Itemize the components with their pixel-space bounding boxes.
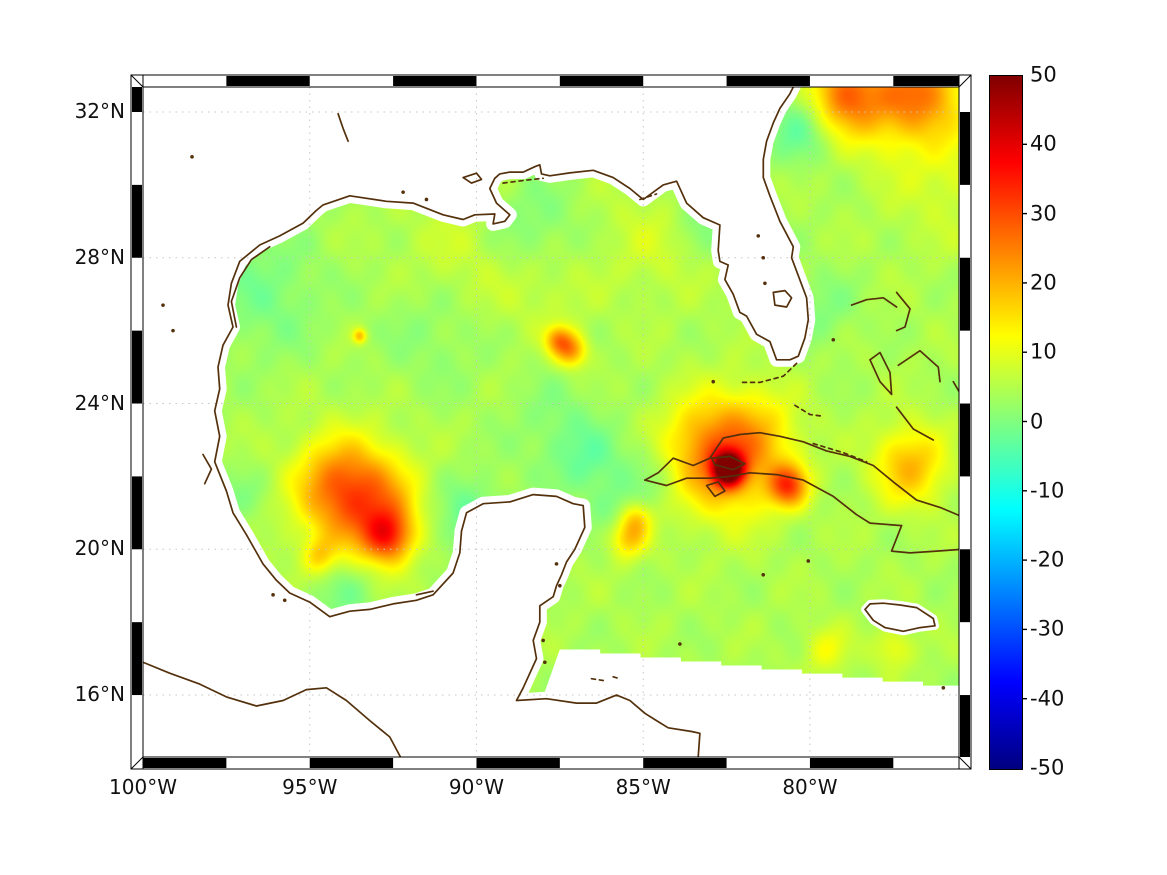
frame-segment xyxy=(226,76,310,86)
coastline-andros xyxy=(869,351,893,396)
islet-dot xyxy=(161,303,165,307)
coastline-long-island xyxy=(952,380,959,394)
coastline-cuba-north xyxy=(644,431,959,517)
y-tick-label: 24°N xyxy=(74,390,125,415)
coastline-sabana-cays xyxy=(812,442,868,463)
colorbar-tick-label: 0 xyxy=(1030,409,1044,434)
colorbar-tick-label: -10 xyxy=(1030,478,1065,503)
frame-segment xyxy=(132,87,142,112)
islet-dot xyxy=(424,197,429,202)
colorbar-tick-label: -40 xyxy=(1030,686,1065,711)
coastline-mainland xyxy=(213,87,810,757)
islet-dot xyxy=(756,234,761,238)
coastline-eleuthera xyxy=(897,349,941,383)
frame-segment xyxy=(893,76,959,86)
islet-dot xyxy=(941,685,946,690)
coastlines xyxy=(143,87,959,757)
coastline-jamaica xyxy=(864,602,936,633)
frame-corner-miter xyxy=(130,756,144,770)
frame-segment xyxy=(559,76,644,86)
y-tick-label: 32°N xyxy=(74,98,125,123)
frame-segment xyxy=(132,184,142,258)
x-tick-label: 95°W xyxy=(282,775,338,799)
frame-segment xyxy=(960,549,970,623)
frame-segment xyxy=(809,758,894,768)
coastline-honduras-bay-islands xyxy=(590,677,605,682)
coastline-cuba-south xyxy=(644,471,959,554)
colorbar-tick-label: 30 xyxy=(1030,201,1057,226)
x-tick-label: 80°W xyxy=(782,775,838,799)
frame-segment xyxy=(960,257,970,331)
islet-dot xyxy=(541,638,545,643)
frame-segment xyxy=(309,758,394,768)
outline-lake-okeechobee xyxy=(772,289,793,308)
outline-lake-pontchartrain xyxy=(462,172,483,184)
x-tick-label: 100°W xyxy=(109,775,177,799)
colorbar-tick-label: 50 xyxy=(1030,62,1057,87)
x-tick-label: 90°W xyxy=(448,775,505,799)
frame-segment xyxy=(960,111,970,185)
islet-dot xyxy=(543,660,547,665)
islet-dot xyxy=(831,337,836,342)
colorbar xyxy=(989,75,1023,770)
islet-dot xyxy=(190,155,194,159)
frame-segment xyxy=(726,76,810,86)
y-tick-label: 20°N xyxy=(74,536,125,561)
x-tick-label: 85°W xyxy=(615,775,671,799)
coastline-ragged-cays xyxy=(895,406,935,441)
islet-dot xyxy=(763,281,767,286)
frame-segment xyxy=(132,476,142,550)
colorbar-tick-label: 10 xyxy=(1030,339,1057,364)
frame-segment xyxy=(960,403,970,477)
coastline-cay-sal-bank xyxy=(794,404,825,418)
frame-segment xyxy=(132,330,142,404)
coastline-apalachicola-barrier xyxy=(639,193,658,201)
y-tick-label: 28°N xyxy=(74,244,125,269)
coastline-tampico-lagoon xyxy=(202,453,213,485)
islet-dot xyxy=(678,642,682,646)
colorbar-tick-label: -30 xyxy=(1030,616,1065,641)
islet-dot xyxy=(271,593,275,597)
coastline-abaco xyxy=(895,291,911,332)
coastline-grand-bahama xyxy=(850,296,898,308)
islet-dot xyxy=(761,255,766,260)
frame-segment xyxy=(143,758,227,768)
islet-dot xyxy=(558,583,562,588)
frame-segment xyxy=(393,76,477,86)
frame-corner-miter xyxy=(130,74,144,88)
map-layers xyxy=(143,87,959,757)
coastline-mississippi-barrier xyxy=(502,177,545,184)
colorbar-tick-label: -20 xyxy=(1030,547,1065,572)
frame-segment xyxy=(643,758,727,768)
coastline-pacific xyxy=(143,661,402,757)
colorbar-tick-label: -50 xyxy=(1030,755,1065,780)
islet-dot xyxy=(711,379,716,384)
frame-segment xyxy=(476,758,560,768)
islet-dot xyxy=(282,598,287,603)
islet-dot xyxy=(401,190,405,194)
frame-segment xyxy=(132,622,142,696)
colorbar-tick-label: 20 xyxy=(1030,270,1057,295)
coastline-padre-barrier xyxy=(230,245,271,328)
coastline-honduras-bay-islands-2 xyxy=(612,675,621,680)
coastline-terminos-barrier xyxy=(415,590,434,596)
frame-segment xyxy=(960,695,970,757)
coastline-isle-of-youth xyxy=(705,481,726,498)
islet-dot xyxy=(761,572,766,577)
map-frame xyxy=(130,74,972,770)
colorbar-tick-label: 40 xyxy=(1030,131,1057,156)
y-tick-label: 16°N xyxy=(74,681,125,706)
islet-dot xyxy=(554,562,559,566)
frame-corner-miter xyxy=(958,756,972,770)
coastline-cuba-inner xyxy=(710,455,746,471)
islet-dot xyxy=(171,328,175,333)
data-void-region xyxy=(521,649,959,757)
islet-dot xyxy=(806,559,811,563)
coastline-florida-keys xyxy=(739,362,798,384)
coastline-tx-inland-lake xyxy=(337,112,349,143)
frame-corner-miter xyxy=(958,74,972,88)
